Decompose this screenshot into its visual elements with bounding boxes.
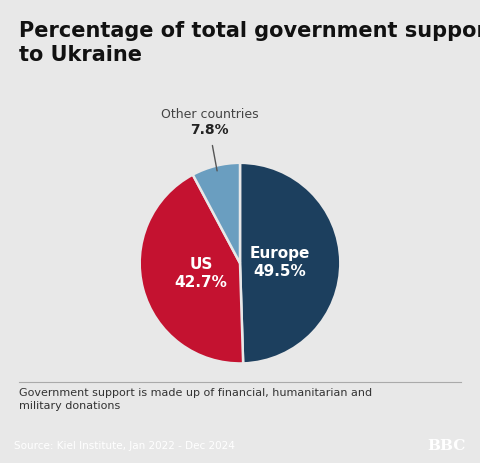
Text: Europe
49.5%: Europe 49.5% xyxy=(250,246,310,279)
Wedge shape xyxy=(193,163,240,263)
Text: BBC: BBC xyxy=(427,439,466,453)
Text: US
42.7%: US 42.7% xyxy=(175,257,228,290)
Text: Source: Kiel Institute, Jan 2022 - Dec 2024: Source: Kiel Institute, Jan 2022 - Dec 2… xyxy=(14,441,235,451)
Wedge shape xyxy=(140,175,243,363)
Text: Government support is made up of financial, humanitarian and
military donations: Government support is made up of financi… xyxy=(19,388,372,411)
Wedge shape xyxy=(240,163,340,363)
Text: 7.8%: 7.8% xyxy=(191,123,229,137)
Text: Other countries: Other countries xyxy=(161,108,259,121)
Text: Percentage of total government support
to Ukraine: Percentage of total government support t… xyxy=(19,21,480,65)
